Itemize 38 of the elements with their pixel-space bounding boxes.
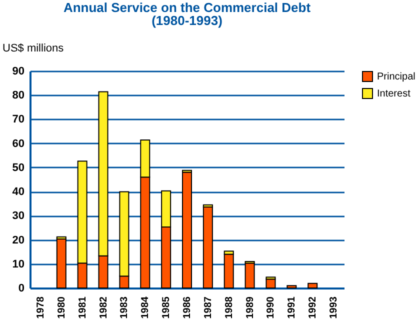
bar bbox=[224, 254, 234, 288]
y-tick-label: 30 bbox=[12, 210, 24, 222]
y-tick-label: 90 bbox=[12, 66, 24, 78]
bar bbox=[286, 285, 297, 288]
x-tick-label: 1993 bbox=[328, 296, 340, 319]
bar bbox=[56, 238, 66, 288]
x-tick-label: 1983 bbox=[119, 296, 130, 319]
x-tick-label: 1988 bbox=[224, 296, 235, 319]
x-tick-label: 1978 bbox=[35, 296, 46, 319]
x-tick-label: 1980 bbox=[56, 296, 68, 319]
legend-label: Interest bbox=[377, 88, 411, 100]
x-tick-label: 1990 bbox=[266, 296, 277, 319]
bar bbox=[308, 282, 318, 288]
y-tick-label: 20 bbox=[12, 234, 24, 246]
y-tick-label: 50 bbox=[12, 162, 24, 174]
y-tick-label: 80 bbox=[12, 90, 24, 102]
x-tick-label: 1982 bbox=[98, 296, 110, 319]
bar bbox=[182, 172, 192, 288]
x-tick-label: 1981 bbox=[77, 296, 88, 319]
chart-subtitle: (1980-1993) bbox=[152, 13, 222, 28]
y-tick-label: 70 bbox=[12, 114, 24, 126]
chart-title: Annual Service on the Commercial Debt bbox=[63, 0, 312, 15]
y-tick-label: 10 bbox=[12, 258, 24, 270]
bar bbox=[266, 278, 276, 288]
y-axis-title: US$ millions bbox=[2, 42, 64, 54]
bar bbox=[244, 262, 255, 288]
y-tick-label: 40 bbox=[12, 186, 24, 198]
x-tick-label: 1991 bbox=[286, 296, 298, 319]
bar bbox=[202, 206, 213, 288]
x-tick-label: 1986 bbox=[182, 296, 193, 319]
x-tick-label: 1985 bbox=[161, 296, 172, 319]
y-tick-label: 60 bbox=[12, 138, 24, 150]
x-tick-label: 1992 bbox=[308, 296, 319, 319]
x-tick-label: 1984 bbox=[140, 296, 152, 319]
y-tick-label: 0 bbox=[18, 282, 24, 294]
x-tick-label: 1989 bbox=[244, 296, 256, 319]
legend-label: Principal bbox=[377, 72, 416, 82]
x-tick-label: 1987 bbox=[202, 296, 214, 319]
